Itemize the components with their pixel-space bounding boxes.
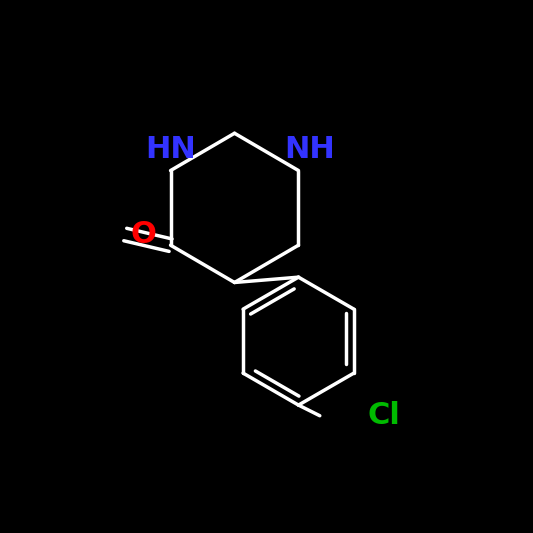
Text: HN: HN (145, 135, 196, 164)
Text: NH: NH (284, 135, 335, 164)
Text: Cl: Cl (367, 401, 400, 430)
Text: O: O (131, 220, 157, 249)
